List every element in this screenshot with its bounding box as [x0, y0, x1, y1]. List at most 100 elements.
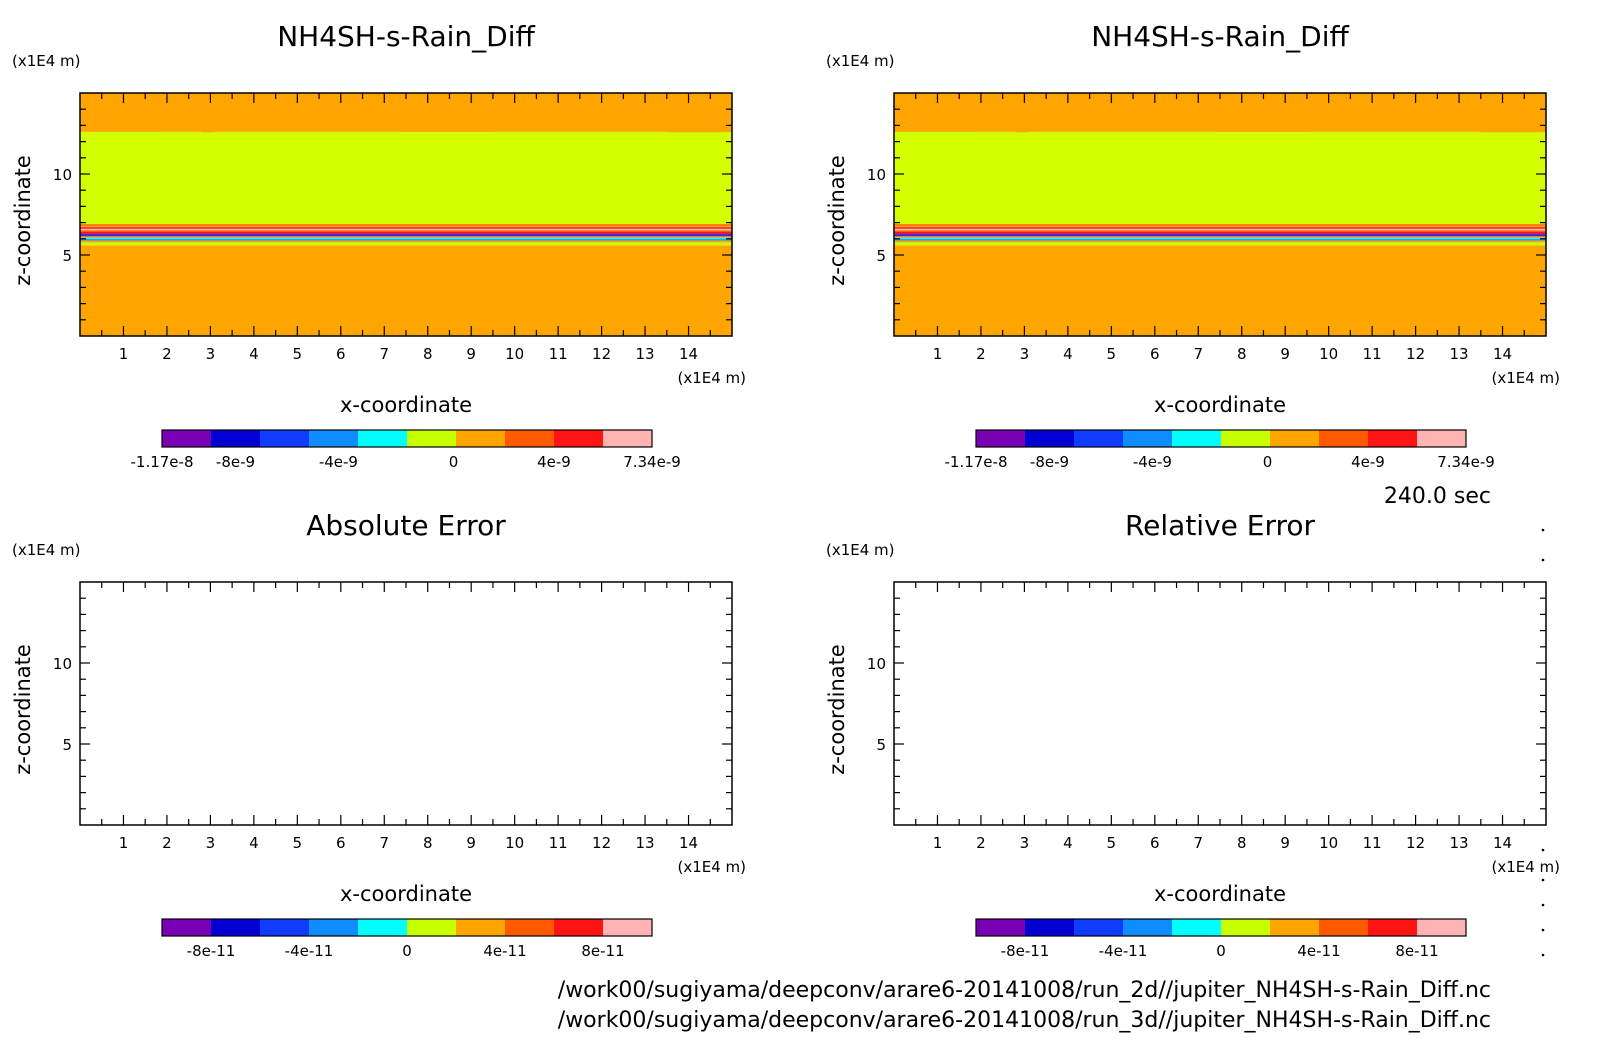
layer-upper-orange	[894, 93, 1546, 132]
chart-title: NH4SH-s-Rain_Diff	[277, 20, 535, 53]
colorbar-segment	[1074, 430, 1124, 447]
x-tick-label: 7	[379, 834, 389, 852]
colorbar-segment	[1319, 919, 1369, 936]
colorbar-segment	[1172, 919, 1222, 936]
plot-frame	[79, 581, 733, 826]
stratum-11	[894, 225, 1546, 228]
colorbar-segment	[358, 430, 408, 447]
colorbar-segment	[260, 430, 310, 447]
x-tick-label: 8	[423, 834, 433, 852]
x-tick-label: 1	[933, 834, 943, 852]
x-tick-label: 11	[1363, 834, 1382, 852]
colorbar-segment	[505, 919, 555, 936]
x-tick-label: 7	[379, 345, 389, 363]
chart-panel-2: 1 2 3 4 5 6 7 8 9 10 11 12 13 14510NH4SH-s-Rain_Diff(…	[825, 20, 1560, 471]
x-tick-label: 2	[976, 345, 986, 363]
colorbar-frame	[975, 918, 1467, 937]
colorbar-segment	[1319, 430, 1369, 447]
x-tick-label: 12	[1406, 345, 1425, 363]
colorbar-tick-label: 8e-11	[1395, 942, 1438, 960]
x-tick-label: 12	[592, 345, 611, 363]
colorbar-tick-label: -1.17e-8	[945, 453, 1008, 471]
stratum-11	[80, 225, 732, 228]
colorbar-frame	[975, 429, 1467, 448]
layer-edge-0	[894, 129, 981, 132]
stratum-2	[80, 239, 732, 241]
stratum-7	[80, 231, 732, 234]
plot-frame	[893, 581, 1547, 826]
colorbar-segment	[1221, 430, 1271, 447]
chart-panel-1: 1 2 3 4 5 6 7 8 9 10 11 12 13 14510NH4SH-s-Rain_Diff(…	[11, 20, 746, 471]
x-axis-label: x-coordinate	[340, 393, 472, 417]
colorbar-tick-label: 4e-11	[483, 942, 526, 960]
stratum-12	[894, 224, 1546, 226]
colorbar-tick-label: -8e-9	[216, 453, 255, 471]
colorbar-segment	[456, 430, 506, 447]
x-unit-label: (x1E4 m)	[677, 858, 746, 876]
stratum-9	[80, 228, 732, 231]
y-unit-label: (x1E4 m)	[826, 52, 895, 70]
colorbar-tick-label: -1.17e-8	[131, 453, 194, 471]
x-tick-label: 1	[119, 834, 129, 852]
x-tick-label: 12	[592, 834, 611, 852]
x-tick-label: 3	[206, 345, 216, 363]
y-axis-label: z-coordinate	[11, 155, 35, 286]
colorbar-tick-label: 8e-11	[581, 942, 624, 960]
y-axis-label: z-coordinate	[11, 644, 35, 775]
colorbar-segment	[309, 430, 359, 447]
colorbar-segment	[1123, 430, 1173, 447]
colorbar-segment	[162, 430, 212, 447]
x-tick-label: 1	[119, 345, 129, 363]
stratum-4	[894, 236, 1546, 238]
colorbar-tick-label: 4e-9	[537, 453, 571, 471]
colorbar-segment	[1025, 919, 1075, 936]
x-tick-label: 3	[1020, 345, 1030, 363]
colorbar-segment	[1123, 919, 1173, 936]
x-tick-label: 6	[336, 834, 346, 852]
stratum-3	[894, 237, 1546, 240]
path-label-2d: /work00/sugiyama/deepconv/arare6-2014100…	[557, 978, 1491, 1003]
colorbar-segment	[554, 919, 604, 936]
stratum-12	[80, 224, 732, 226]
stratum-2	[894, 239, 1546, 241]
x-tick-label: 3	[206, 834, 216, 852]
x-tick-label: 14	[679, 345, 698, 363]
colorbar-tick-label: -8e-11	[187, 942, 236, 960]
layer-upper-orange	[80, 93, 732, 132]
y-axis-label: z-coordinate	[825, 644, 849, 775]
time-label: 240.0 sec	[1383, 484, 1491, 509]
stratum-5	[80, 234, 732, 237]
edge-dot	[1541, 928, 1545, 932]
chart-title: Relative Error	[1125, 509, 1316, 542]
chart-title: Absolute Error	[306, 509, 506, 542]
y-tick-label: 10	[53, 166, 72, 184]
stratum-6	[80, 233, 732, 235]
x-tick-label: 8	[1237, 345, 1247, 363]
colorbar-segment	[211, 430, 261, 447]
x-tick-label: 5	[293, 345, 303, 363]
chart-title: NH4SH-s-Rain_Diff	[1091, 20, 1349, 53]
stratum-10	[894, 227, 1546, 229]
colorbar-tick-label: 0	[1263, 453, 1273, 471]
colorbar-segment	[162, 919, 212, 936]
colorbar-tick-label: -4e-11	[1099, 942, 1148, 960]
x-tick-label: 13	[1450, 345, 1469, 363]
layer-edge-3	[1480, 129, 1546, 133]
x-tick-label: 11	[549, 834, 568, 852]
y-tick-label: 5	[876, 736, 886, 754]
x-tick-label: 3	[1020, 834, 1030, 852]
colorbar-segment	[456, 919, 506, 936]
x-tick-label: 11	[549, 345, 568, 363]
x-tick-label: 13	[636, 345, 655, 363]
layer-lower-orange	[80, 245, 732, 336]
x-unit-label: (x1E4 m)	[1491, 858, 1560, 876]
colorbar-segment	[1074, 919, 1124, 936]
x-tick-label: 13	[1450, 834, 1469, 852]
stratum-0	[894, 242, 1546, 246]
stratum-8	[80, 230, 732, 232]
stratum-5	[894, 234, 1546, 237]
edge-dot	[1541, 558, 1545, 562]
x-tick-label: 2	[976, 834, 986, 852]
